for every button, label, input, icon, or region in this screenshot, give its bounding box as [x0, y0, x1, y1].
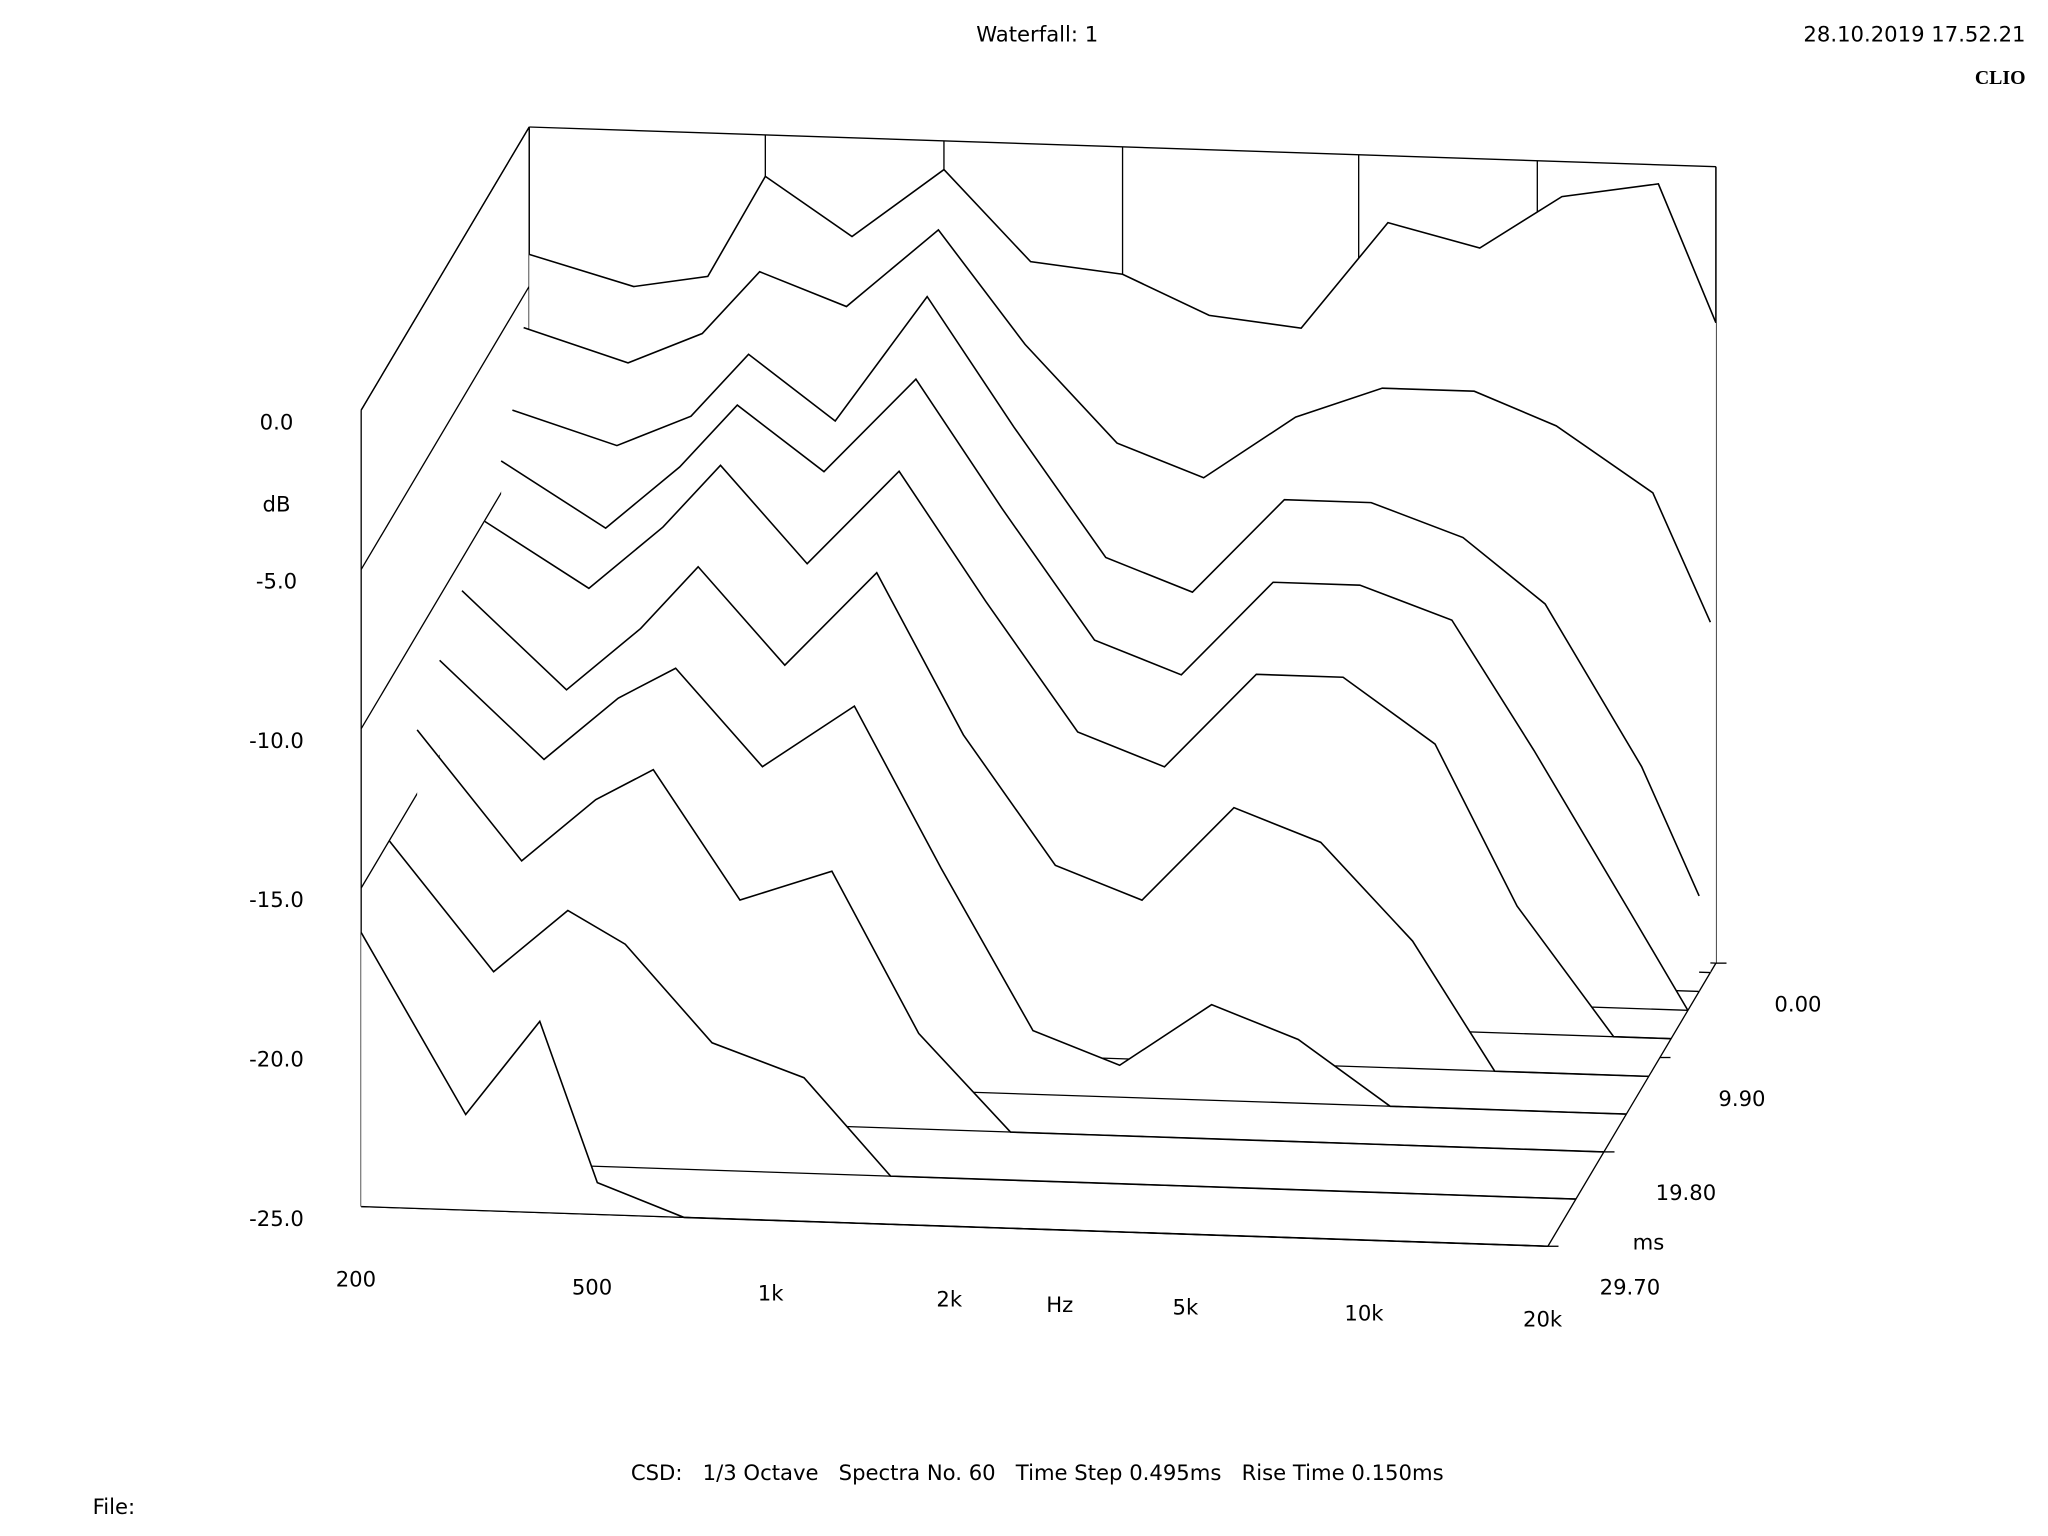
x-axis-label: Hz — [1046, 1292, 1073, 1317]
spectrum-slice — [483, 464, 1672, 1040]
grid-line — [360, 126, 530, 411]
y-tick-label: -15.0 — [249, 887, 304, 912]
spectrum-slice — [461, 565, 1649, 1078]
z-tick-label: 9.90 — [1718, 1086, 1765, 1111]
spectrum-slice — [523, 228, 1712, 623]
y-tick-label: -25.0 — [249, 1206, 304, 1231]
z-tick-label: 0.00 — [1774, 991, 1821, 1016]
y-tick-label: -10.0 — [249, 728, 304, 753]
chart-title: Waterfall: 1 — [976, 22, 1098, 47]
x-tick-label: 200 — [336, 1267, 376, 1292]
axis-line — [529, 126, 1716, 168]
timestamp: 28.10.2019 17.52.21 — [1803, 22, 2025, 47]
footer: CSD: 1/3 Octave Spectra No. 60 Time Step… — [631, 1460, 1444, 1485]
spectrum-slice — [388, 840, 1576, 1200]
y-tick-label: 0.0 — [260, 409, 294, 434]
z-axis-label: ms — [1633, 1230, 1665, 1255]
spectrum-slice — [528, 168, 1717, 329]
x-tick-label: 20k — [1523, 1306, 1563, 1331]
grid-line — [360, 285, 530, 570]
y-tick-label: -20.0 — [249, 1047, 304, 1072]
spectrum-slice — [512, 295, 1700, 897]
y-axis-label: dB — [263, 491, 291, 516]
slice-fill — [389, 840, 1576, 1200]
x-tick-label: 5k — [1173, 1294, 1199, 1319]
x-tick-label: 10k — [1344, 1300, 1384, 1325]
spectrum-slice — [416, 729, 1604, 1153]
x-tick-label: 2k — [936, 1287, 962, 1312]
file-label: File: — [93, 1494, 136, 1519]
z-tick-label: 19.80 — [1656, 1180, 1717, 1205]
y-tick-label: -5.0 — [256, 569, 297, 594]
z-tick-label: 29.70 — [1600, 1275, 1661, 1300]
spectrum-slice — [500, 377, 1689, 1011]
spectrum-slice — [439, 659, 1627, 1115]
brand: CLIO — [1975, 67, 2026, 89]
spectrum-slice — [360, 932, 1548, 1248]
x-tick-label: 500 — [572, 1275, 612, 1300]
x-tick-label: 1k — [758, 1281, 784, 1306]
